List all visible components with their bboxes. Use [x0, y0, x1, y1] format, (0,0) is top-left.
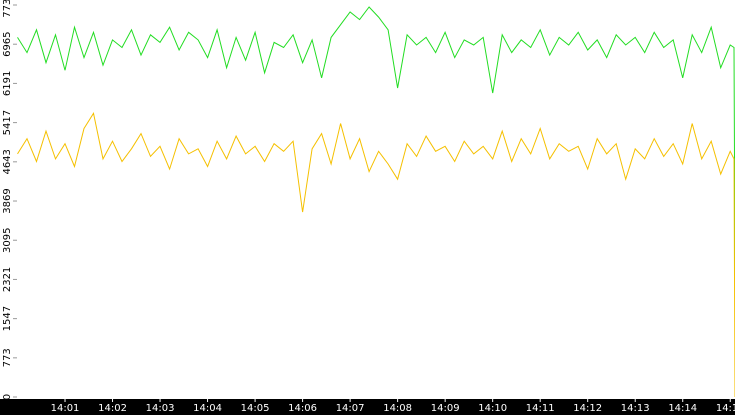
- x-tick-label: 14:09: [431, 403, 460, 414]
- x-tick-label: 14:08: [383, 403, 412, 414]
- x-tick-label: 14:06: [288, 403, 317, 414]
- y-tick-label: 6965: [2, 31, 13, 56]
- x-axis-bar: [0, 399, 735, 415]
- y-tick-label: 0: [2, 394, 13, 400]
- x-tick-label: 14:01: [51, 403, 80, 414]
- x-tick-label: 14:15: [716, 403, 735, 414]
- y-tick-label: 4643: [2, 149, 13, 174]
- y-tick-label: 7739: [2, 0, 13, 18]
- y-tick-label: 5417: [2, 110, 13, 135]
- x-tick-label: 14:07: [336, 403, 365, 414]
- x-tick-label: 14:05: [241, 403, 270, 414]
- series-line: [17, 111, 735, 398]
- y-tick-label: 773: [2, 348, 13, 367]
- y-tick-label: 2321: [2, 267, 13, 292]
- y-tick-label: 3869: [2, 188, 13, 213]
- x-tick-label: 14:11: [526, 403, 555, 414]
- x-tick-label: 14:10: [478, 403, 507, 414]
- y-tick-label: 6191: [2, 71, 13, 96]
- y-tick-label: 3095: [2, 228, 13, 253]
- y-tick-label: 1547: [2, 306, 13, 331]
- x-tick-label: 14:14: [668, 403, 697, 414]
- x-tick-label: 14:13: [621, 403, 650, 414]
- x-tick-label: 14:04: [193, 403, 222, 414]
- x-tick-label: 14:03: [146, 403, 175, 414]
- x-tick-label: 14:12: [573, 403, 602, 414]
- x-tick-label: 14:02: [98, 403, 127, 414]
- series-line: [17, 6, 735, 276]
